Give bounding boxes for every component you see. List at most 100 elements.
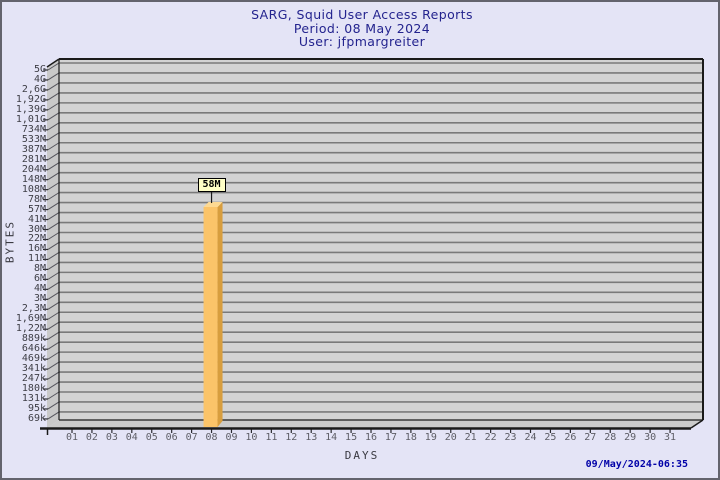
y-tick-diagonal xyxy=(47,122,60,131)
y-tick-label: 30M xyxy=(27,223,46,235)
y-tick-diagonal xyxy=(47,72,60,81)
y-tick-label: 16M xyxy=(27,243,46,255)
chart-title: SARG, Squid User Access Reports xyxy=(251,7,473,22)
y-tick-label: 108M xyxy=(21,183,46,195)
bar-value-label: 58M xyxy=(197,178,226,193)
x-tick-label: 29 xyxy=(624,432,637,443)
y-tick-label: 1,69M xyxy=(15,313,46,325)
chart-user: User: jfpmargreiter xyxy=(298,34,426,49)
y-tick-diagonal xyxy=(47,311,60,320)
y-tick-label: 1,01G xyxy=(15,113,46,125)
y-tick-diagonal xyxy=(47,192,60,201)
x-tick-label: 17 xyxy=(384,432,397,443)
y-tick-label: 3M xyxy=(33,293,46,305)
y-tick-label: 78M xyxy=(27,193,46,205)
y-tick-label: 341k xyxy=(21,363,46,375)
wall-top-edge xyxy=(46,58,60,68)
gridlines xyxy=(59,62,703,413)
x-tick-label: 19 xyxy=(424,432,437,443)
x-tick-label: 22 xyxy=(484,432,497,443)
y-tick-diagonal xyxy=(47,222,60,230)
y-tick-label: 1,39G xyxy=(15,103,46,115)
y-tick-label: 69k xyxy=(27,412,46,424)
bar-top-face xyxy=(203,202,223,208)
x-tick-label: 26 xyxy=(564,432,577,443)
y-tick-label: 889k xyxy=(21,333,46,345)
x-tick-label: 30 xyxy=(644,432,657,443)
x-tick-label: 12 xyxy=(285,432,298,443)
y-tick-diagonal xyxy=(47,381,60,390)
x-tick-label: 02 xyxy=(85,432,98,443)
y-tick-diagonal xyxy=(47,252,60,260)
y-tick-label: 533M xyxy=(21,133,46,145)
x-tick-label: 01 xyxy=(65,432,79,443)
x-tick-label: 05 xyxy=(145,432,158,443)
y-tick-label: 469k xyxy=(21,353,46,365)
y-tick-label: 22M xyxy=(27,233,46,245)
y-tick-diagonal xyxy=(47,92,60,101)
y-tick-label: 57M xyxy=(27,203,46,215)
bar-front-face xyxy=(203,207,218,427)
y-tick-diagonal xyxy=(47,361,60,370)
y-tick-diagonal xyxy=(47,182,60,191)
back-wall xyxy=(59,59,703,420)
y-tick-diagonal xyxy=(47,112,60,121)
y-tick-diagonal xyxy=(47,242,60,250)
y-tick-diagonal xyxy=(47,212,60,220)
x-tick-label: 06 xyxy=(165,432,178,443)
y-tick-label: 148M xyxy=(21,173,46,185)
y-tick-label: 2,6G xyxy=(21,83,46,95)
floor xyxy=(47,420,703,428)
y-tick-diagonal xyxy=(47,232,60,240)
x-tick-label: 10 xyxy=(245,432,258,443)
y-tick-diagonal xyxy=(47,142,60,151)
floor-right-edge xyxy=(690,419,704,429)
y-tick-diagonal xyxy=(47,411,60,420)
generation-timestamp: 09/May/2024-06:35 xyxy=(585,459,688,470)
x-tick-label: 24 xyxy=(524,432,537,443)
y-axis-title: BYTES xyxy=(3,219,17,264)
y-tick-label: 180k xyxy=(21,383,46,395)
y-tick-diagonal xyxy=(47,371,60,380)
y-tick-diagonal xyxy=(47,132,60,141)
x-tick-label: 13 xyxy=(305,432,318,443)
x-tick-label: 28 xyxy=(604,432,617,443)
y-tick-diagonal xyxy=(47,331,60,340)
bars xyxy=(203,192,223,427)
y-tick-label: 1,22M xyxy=(15,323,46,335)
y-tick-diagonal xyxy=(47,261,60,270)
y-tick-label: 5G xyxy=(33,64,46,75)
x-tick-label: 16 xyxy=(364,432,378,443)
x-tick-label: 18 xyxy=(404,432,417,443)
y-tick-diagonal xyxy=(47,172,60,181)
x-tick-label: 14 xyxy=(325,432,338,443)
x-tick-label: 11 xyxy=(265,432,278,443)
y-tick-label: 41M xyxy=(27,213,46,225)
x-tick-label: 09 xyxy=(225,432,238,443)
y-tick-diagonal xyxy=(47,391,60,400)
y-tick-label: 734M xyxy=(21,123,46,135)
y-tick-label: 1,92G xyxy=(15,93,46,105)
y-tick-diagonal xyxy=(47,301,60,310)
x-tick-label: 15 xyxy=(345,432,358,443)
y-tick-diagonal xyxy=(47,271,60,280)
y-tick-diagonal xyxy=(47,102,60,111)
x-tick-label: 20 xyxy=(444,432,457,443)
x-tick-label: 23 xyxy=(504,432,517,443)
y-tick-label: 6M xyxy=(33,273,46,285)
x-tick-label: 21 xyxy=(464,432,477,443)
y-tick-diagonal xyxy=(47,62,60,71)
x-axis-title: DAYS xyxy=(344,449,380,462)
y-tick-diagonal xyxy=(47,281,60,290)
y-tick-diagonal xyxy=(47,152,60,161)
y-tick-label: 2,3M xyxy=(21,303,46,315)
x-tick-label: 04 xyxy=(125,432,138,443)
y-tick-label: 131k xyxy=(21,393,46,404)
x-tick-label: 08 xyxy=(205,432,218,443)
y-tick-diagonal xyxy=(47,82,60,91)
y-tick-diagonal xyxy=(47,351,60,360)
y-tick-label: 247k xyxy=(21,373,46,385)
